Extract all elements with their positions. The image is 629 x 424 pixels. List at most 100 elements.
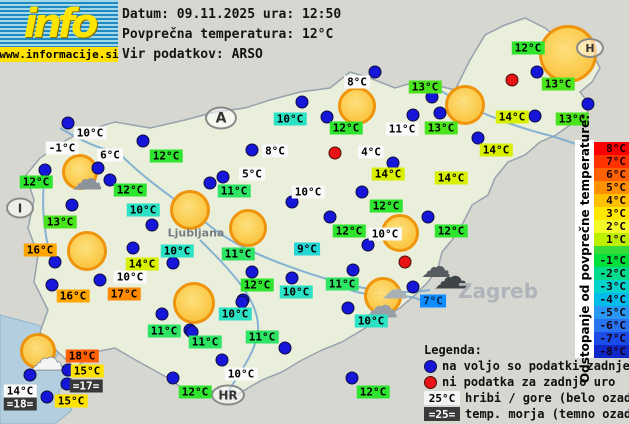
cloud-icon: ☁ (420, 249, 452, 285)
station-temp-label: 11°C (147, 324, 181, 338)
station-temp-label: 17°C (107, 287, 141, 301)
station-dot (285, 271, 299, 285)
station-dot (406, 280, 420, 294)
legend-item-sea-temp: =25= temp. morja (temno ozadje) (424, 407, 629, 421)
station-dot (406, 108, 420, 122)
legend-item-label: ni podatka za zadnjo uro (442, 375, 616, 389)
station-temp-label: 9°C (294, 242, 320, 256)
station-dot (345, 371, 359, 385)
station-dot (323, 210, 337, 224)
legend-item-label: hribi / gore (belo ozadje) (465, 391, 629, 405)
station-temp-label: 11°C (221, 247, 255, 261)
legend-item-label: na voljo so podatki zadnje ure (442, 359, 629, 373)
station-dot (23, 368, 37, 382)
station-dot (361, 238, 375, 252)
scale-step: 7°C (594, 155, 629, 168)
header-date-line: Datum: 09.11.2025 ura: 12:50 (122, 7, 342, 22)
station-dot (61, 116, 75, 130)
station-temp-label: 7°C (420, 294, 446, 308)
station-dot-no-data (398, 255, 412, 269)
station-dot (581, 97, 595, 111)
station-dot (530, 65, 544, 79)
scale-step: 5°C (594, 181, 629, 194)
scale-step: -3°C (594, 280, 629, 293)
station-dot (40, 390, 54, 404)
station-temp-label: 14°C (479, 143, 513, 157)
scale-step: 6°C (594, 168, 629, 181)
sun-icon (445, 85, 485, 125)
scale-title: Odstopanje od povprečne temperature: (575, 115, 594, 383)
cloud-icon: ☁ (433, 256, 469, 298)
station-temp-label: 10°C (113, 270, 147, 284)
station-temp-label: 11°C (188, 335, 222, 349)
station-temp-label: 18°C (65, 349, 99, 363)
station-temp-label: 12°C (511, 41, 545, 55)
scale-step: 1°C (594, 233, 629, 246)
station-temp-label: 11°C (217, 184, 251, 198)
legend-item-mountains: 25°C hribi / gore (belo ozadje) (424, 391, 629, 405)
white-sample-box: 25°C (424, 391, 460, 405)
logo-site-link[interactable]: www.informacije.si (0, 47, 119, 62)
station-temp-label: 11°C (385, 122, 419, 136)
city-label-zagreb: Zagreb (457, 279, 539, 303)
station-temp-label: 12°C (19, 175, 53, 189)
station-dot (45, 278, 59, 292)
deviation-color-scale: 8°C 7°C 6°C 5°C 4°C 3°C 2°C 1°C -1°C -2°C -3°C -4°C… (594, 142, 629, 358)
station-temp-label: 12°C (332, 224, 366, 238)
station-dot (295, 95, 309, 109)
station-dot (91, 161, 105, 175)
station-dot (245, 143, 259, 157)
station-temp-label: 8°C (262, 144, 288, 158)
info-logo[interactable]: info (0, 0, 118, 47)
station-dot (203, 176, 217, 190)
station-temp-label: 10°C (160, 244, 194, 258)
scale-step: -8°C (594, 345, 629, 358)
station-temp-label: 14°C (434, 171, 468, 185)
station-dot-no-data (328, 146, 342, 160)
station-temp-label: 10°C (73, 126, 107, 140)
info-logo-text: info (23, 0, 98, 47)
station-temp-label: 15°C (54, 394, 88, 408)
scale-step: -4°C (594, 293, 629, 306)
legend-item-fresh-data: na voljo so podatki zadnje ure (424, 359, 629, 373)
station-temp-label: 11°C (245, 330, 279, 344)
station-temp-label: 13°C (424, 121, 458, 135)
city-label-ljubljana: Ljubljana (167, 226, 225, 240)
station-dot (145, 218, 159, 232)
station-temp-label: =17= (69, 379, 103, 393)
station-temp-label: 5°C (239, 167, 265, 181)
station-temp-label: 13°C (555, 112, 589, 126)
station-temp-label: 16°C (56, 289, 90, 303)
legend-title: Legenda: (424, 343, 482, 357)
station-dot (166, 371, 180, 385)
station-dot (136, 134, 150, 148)
scale-step: 3°C (594, 207, 629, 220)
station-dot (65, 198, 79, 212)
scale-step: 4°C (594, 194, 629, 207)
header-source-line: Vir podatkov: ARSO (122, 47, 263, 62)
station-temp-label: 10°C (291, 185, 325, 199)
station-temp-label: 12°C (329, 121, 363, 135)
cloud-icon: ☁ (30, 338, 64, 378)
sun-icon (229, 209, 267, 247)
station-dot (341, 301, 355, 315)
station-dot (278, 341, 292, 355)
station-dot (155, 307, 169, 321)
station-temp-label: 10°C (354, 314, 388, 328)
station-temp-label: 16°C (23, 243, 57, 257)
station-dot (355, 185, 369, 199)
sun-icon (173, 282, 215, 324)
sun-icon (364, 277, 402, 315)
station-temp-label: 10°C (368, 227, 402, 241)
sun-icon (67, 231, 107, 271)
station-dot (103, 173, 117, 187)
scale-step: 8°C (594, 142, 629, 155)
station-temp-label: 10°C (279, 285, 313, 299)
station-temp-label: 12°C (356, 385, 390, 399)
station-dot (528, 109, 542, 123)
scale-step: -1°C (594, 254, 629, 267)
scale-step: -5°C (594, 306, 629, 319)
station-temp-label: 12°C (149, 149, 183, 163)
dark-sample-box: =25= (424, 407, 460, 421)
